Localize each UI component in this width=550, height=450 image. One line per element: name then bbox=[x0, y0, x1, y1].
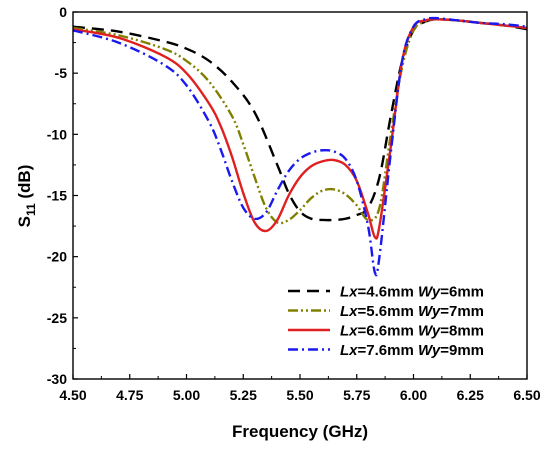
y-axis-title-subscript: 11 bbox=[24, 203, 38, 216]
y-axis-ticks: 0 -5 -10 -15 -20 -25 -30 bbox=[47, 4, 78, 387]
legend-label-part: =4.6mm bbox=[358, 284, 418, 301]
y-axis-title-main: S bbox=[15, 216, 34, 227]
legend-label-part: Wy bbox=[418, 284, 441, 301]
legend-label: Lx=4.6mm Wy=6mm bbox=[340, 284, 484, 301]
x-tick-label: 6.50 bbox=[513, 387, 540, 403]
legend-label-part: =5.6mm bbox=[358, 303, 418, 320]
x-tick-label: 4.75 bbox=[116, 387, 143, 403]
legend-label-part: =7mm bbox=[440, 303, 484, 320]
x-tick-label: 4.50 bbox=[59, 387, 86, 403]
y-axis-title-unit: (dB) bbox=[15, 165, 34, 204]
y-tick-label: -30 bbox=[47, 371, 67, 387]
legend-label-part: Lx bbox=[340, 342, 358, 359]
series-2-line bbox=[72, 18, 528, 225]
series-curves bbox=[72, 16, 528, 277]
legend-label: Lx=5.6mm Wy=7mm bbox=[340, 303, 484, 320]
x-axis-ticks: 4.50 4.75 5.00 5.25 5.50 5.75 6.00 6.25 6.50 bbox=[59, 374, 541, 403]
series-3-line bbox=[72, 18, 528, 240]
series-4-line bbox=[72, 16, 528, 277]
legend-label-part: Lx bbox=[340, 303, 358, 320]
legend-label-part: Wy bbox=[418, 303, 441, 320]
y-tick-label: -15 bbox=[47, 188, 67, 204]
legend-label-part: Wy bbox=[418, 342, 441, 359]
x-tick-label: 5.75 bbox=[343, 387, 370, 403]
legend-label: Lx=6.6mm Wy=8mm bbox=[340, 323, 484, 340]
legend-label-part: =6mm bbox=[440, 284, 484, 301]
x-axis-title: Frequency (GHz) bbox=[232, 422, 368, 441]
legend-label-part: Lx bbox=[340, 323, 358, 340]
y-tick-label: 0 bbox=[59, 4, 67, 20]
y-tick-label: -20 bbox=[47, 249, 67, 265]
x-tick-label: 6.25 bbox=[457, 387, 484, 403]
legend-label-part: =7.6mm bbox=[358, 342, 418, 359]
x-tick-label: 6.00 bbox=[400, 387, 427, 403]
y-tick-label: -5 bbox=[55, 65, 68, 81]
x-tick-label: 5.25 bbox=[230, 387, 257, 403]
y-tick-label: -25 bbox=[47, 310, 67, 326]
legend-label-part: =6.6mm bbox=[358, 323, 418, 340]
series-1-line bbox=[72, 18, 528, 222]
legend-label-part: Lx bbox=[340, 284, 358, 301]
legend-label-part: Wy bbox=[418, 323, 441, 340]
x-tick-label: 5.00 bbox=[173, 387, 200, 403]
legend-label-part: =8mm bbox=[440, 323, 484, 340]
y-axis-title: S11 (dB) bbox=[15, 165, 38, 228]
y-tick-label: -10 bbox=[47, 126, 67, 142]
x-tick-label: 5.50 bbox=[286, 387, 313, 403]
legend-label-part: =9mm bbox=[440, 342, 484, 359]
legend-label: Lx=7.6mm Wy=9mm bbox=[340, 342, 484, 359]
